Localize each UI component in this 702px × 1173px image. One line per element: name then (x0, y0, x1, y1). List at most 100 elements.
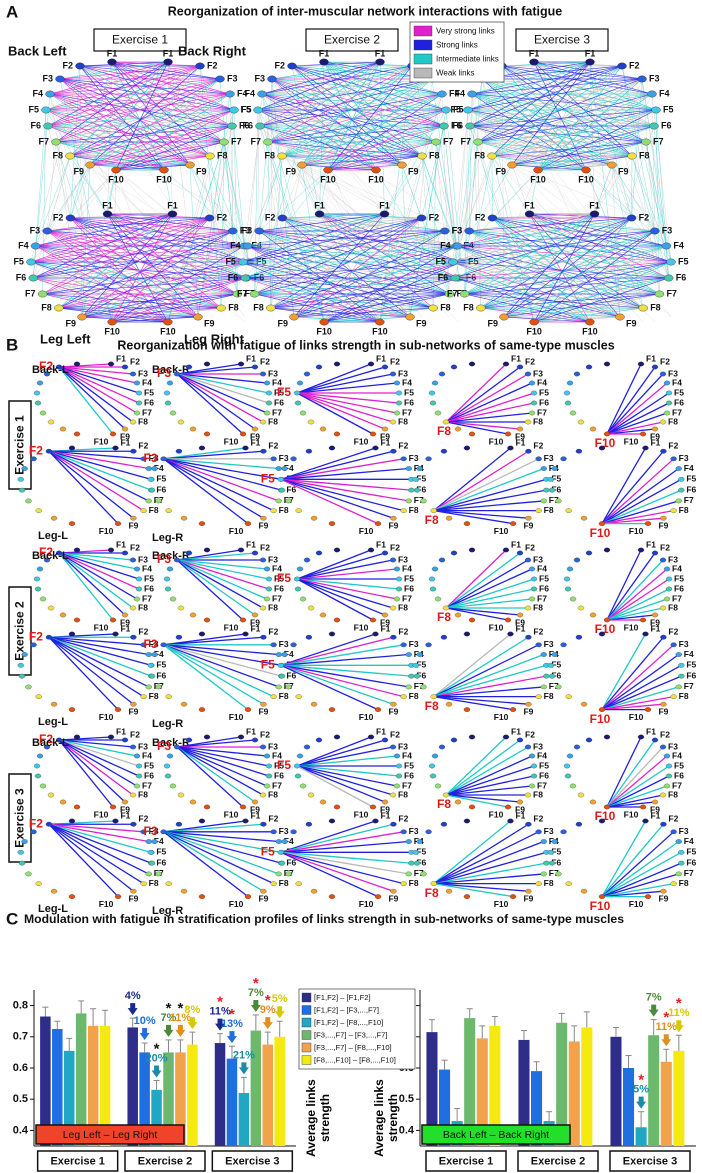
bar (648, 1035, 660, 1146)
node (21, 839, 28, 844)
node (18, 673, 26, 679)
node (420, 871, 427, 877)
link (259, 230, 411, 318)
link (501, 65, 643, 80)
node (251, 612, 259, 618)
link (176, 373, 264, 423)
node (638, 304, 648, 312)
node-label: F9 (258, 893, 268, 903)
link (481, 78, 657, 111)
node-label: F10 (229, 712, 244, 722)
node (502, 734, 510, 740)
bar (274, 1036, 285, 1146)
link (115, 164, 191, 171)
node (381, 364, 389, 370)
node (133, 566, 141, 572)
link (529, 213, 655, 232)
link (112, 316, 199, 323)
node (260, 634, 267, 640)
link (163, 458, 282, 480)
bar (581, 1027, 593, 1146)
node (18, 860, 26, 866)
node (204, 214, 215, 222)
link (163, 458, 282, 491)
node (454, 612, 462, 618)
node (164, 400, 172, 406)
link (280, 636, 394, 666)
link (89, 125, 233, 166)
node-label: F9 (380, 804, 390, 814)
node (37, 290, 48, 298)
node-label: F3 (268, 741, 278, 751)
node (678, 476, 685, 482)
node (34, 773, 42, 779)
link (81, 245, 245, 318)
node (412, 662, 419, 668)
node (525, 821, 532, 827)
node (389, 605, 397, 611)
node (529, 58, 539, 66)
link (79, 61, 169, 67)
link (589, 61, 632, 219)
node (663, 410, 671, 416)
node (121, 737, 129, 743)
link (601, 851, 682, 898)
node (242, 445, 249, 451)
link (58, 552, 134, 561)
link (537, 65, 623, 171)
node (130, 634, 137, 640)
link (247, 213, 385, 247)
panel-title: Modulation with fatigue in stratificatio… (24, 912, 624, 926)
node-label: F1 (511, 539, 521, 549)
node-label: F10 (582, 326, 598, 336)
link (111, 61, 221, 80)
link (533, 213, 595, 323)
hub-label: F2 (39, 545, 53, 559)
node-label: F5 (539, 760, 549, 770)
node (431, 753, 439, 759)
node-label: F5 (144, 760, 154, 770)
arrow (215, 1018, 226, 1031)
link (48, 823, 152, 853)
hub-label: F5 (261, 471, 275, 485)
node-label: F9 (196, 166, 207, 176)
node-label: F6 (539, 583, 549, 593)
node-label: F6 (404, 583, 414, 593)
link (433, 686, 544, 698)
link (199, 65, 222, 309)
node (34, 400, 42, 406)
link (267, 141, 403, 166)
link (35, 217, 210, 247)
node (524, 792, 532, 798)
node-label: F6 (539, 770, 549, 780)
node (299, 410, 307, 416)
link (301, 65, 413, 166)
panel-title: Reorganization with fatigue of links str… (117, 338, 614, 352)
link (301, 164, 381, 309)
hub-label: F10 (595, 809, 616, 823)
link (111, 61, 231, 95)
link (481, 78, 613, 166)
bar (87, 1025, 99, 1146)
node-label: F8 (668, 602, 678, 612)
link (606, 598, 668, 621)
node (65, 152, 75, 160)
node (203, 734, 211, 740)
hub-label: F10 (595, 436, 616, 450)
node-label: F6 (661, 120, 672, 130)
node (36, 380, 44, 386)
node-label: F3 (662, 225, 673, 235)
link (280, 664, 404, 698)
node-label: F1 (380, 437, 390, 447)
node (589, 426, 597, 432)
node-label: F2 (268, 440, 278, 450)
node (45, 821, 53, 827)
arrow (274, 1006, 285, 1019)
annotation-star: * (638, 1072, 644, 1089)
node (145, 652, 152, 657)
link (163, 636, 264, 646)
node (659, 557, 667, 563)
node (130, 821, 137, 827)
node-label: F10 (224, 809, 239, 819)
link (471, 78, 643, 95)
